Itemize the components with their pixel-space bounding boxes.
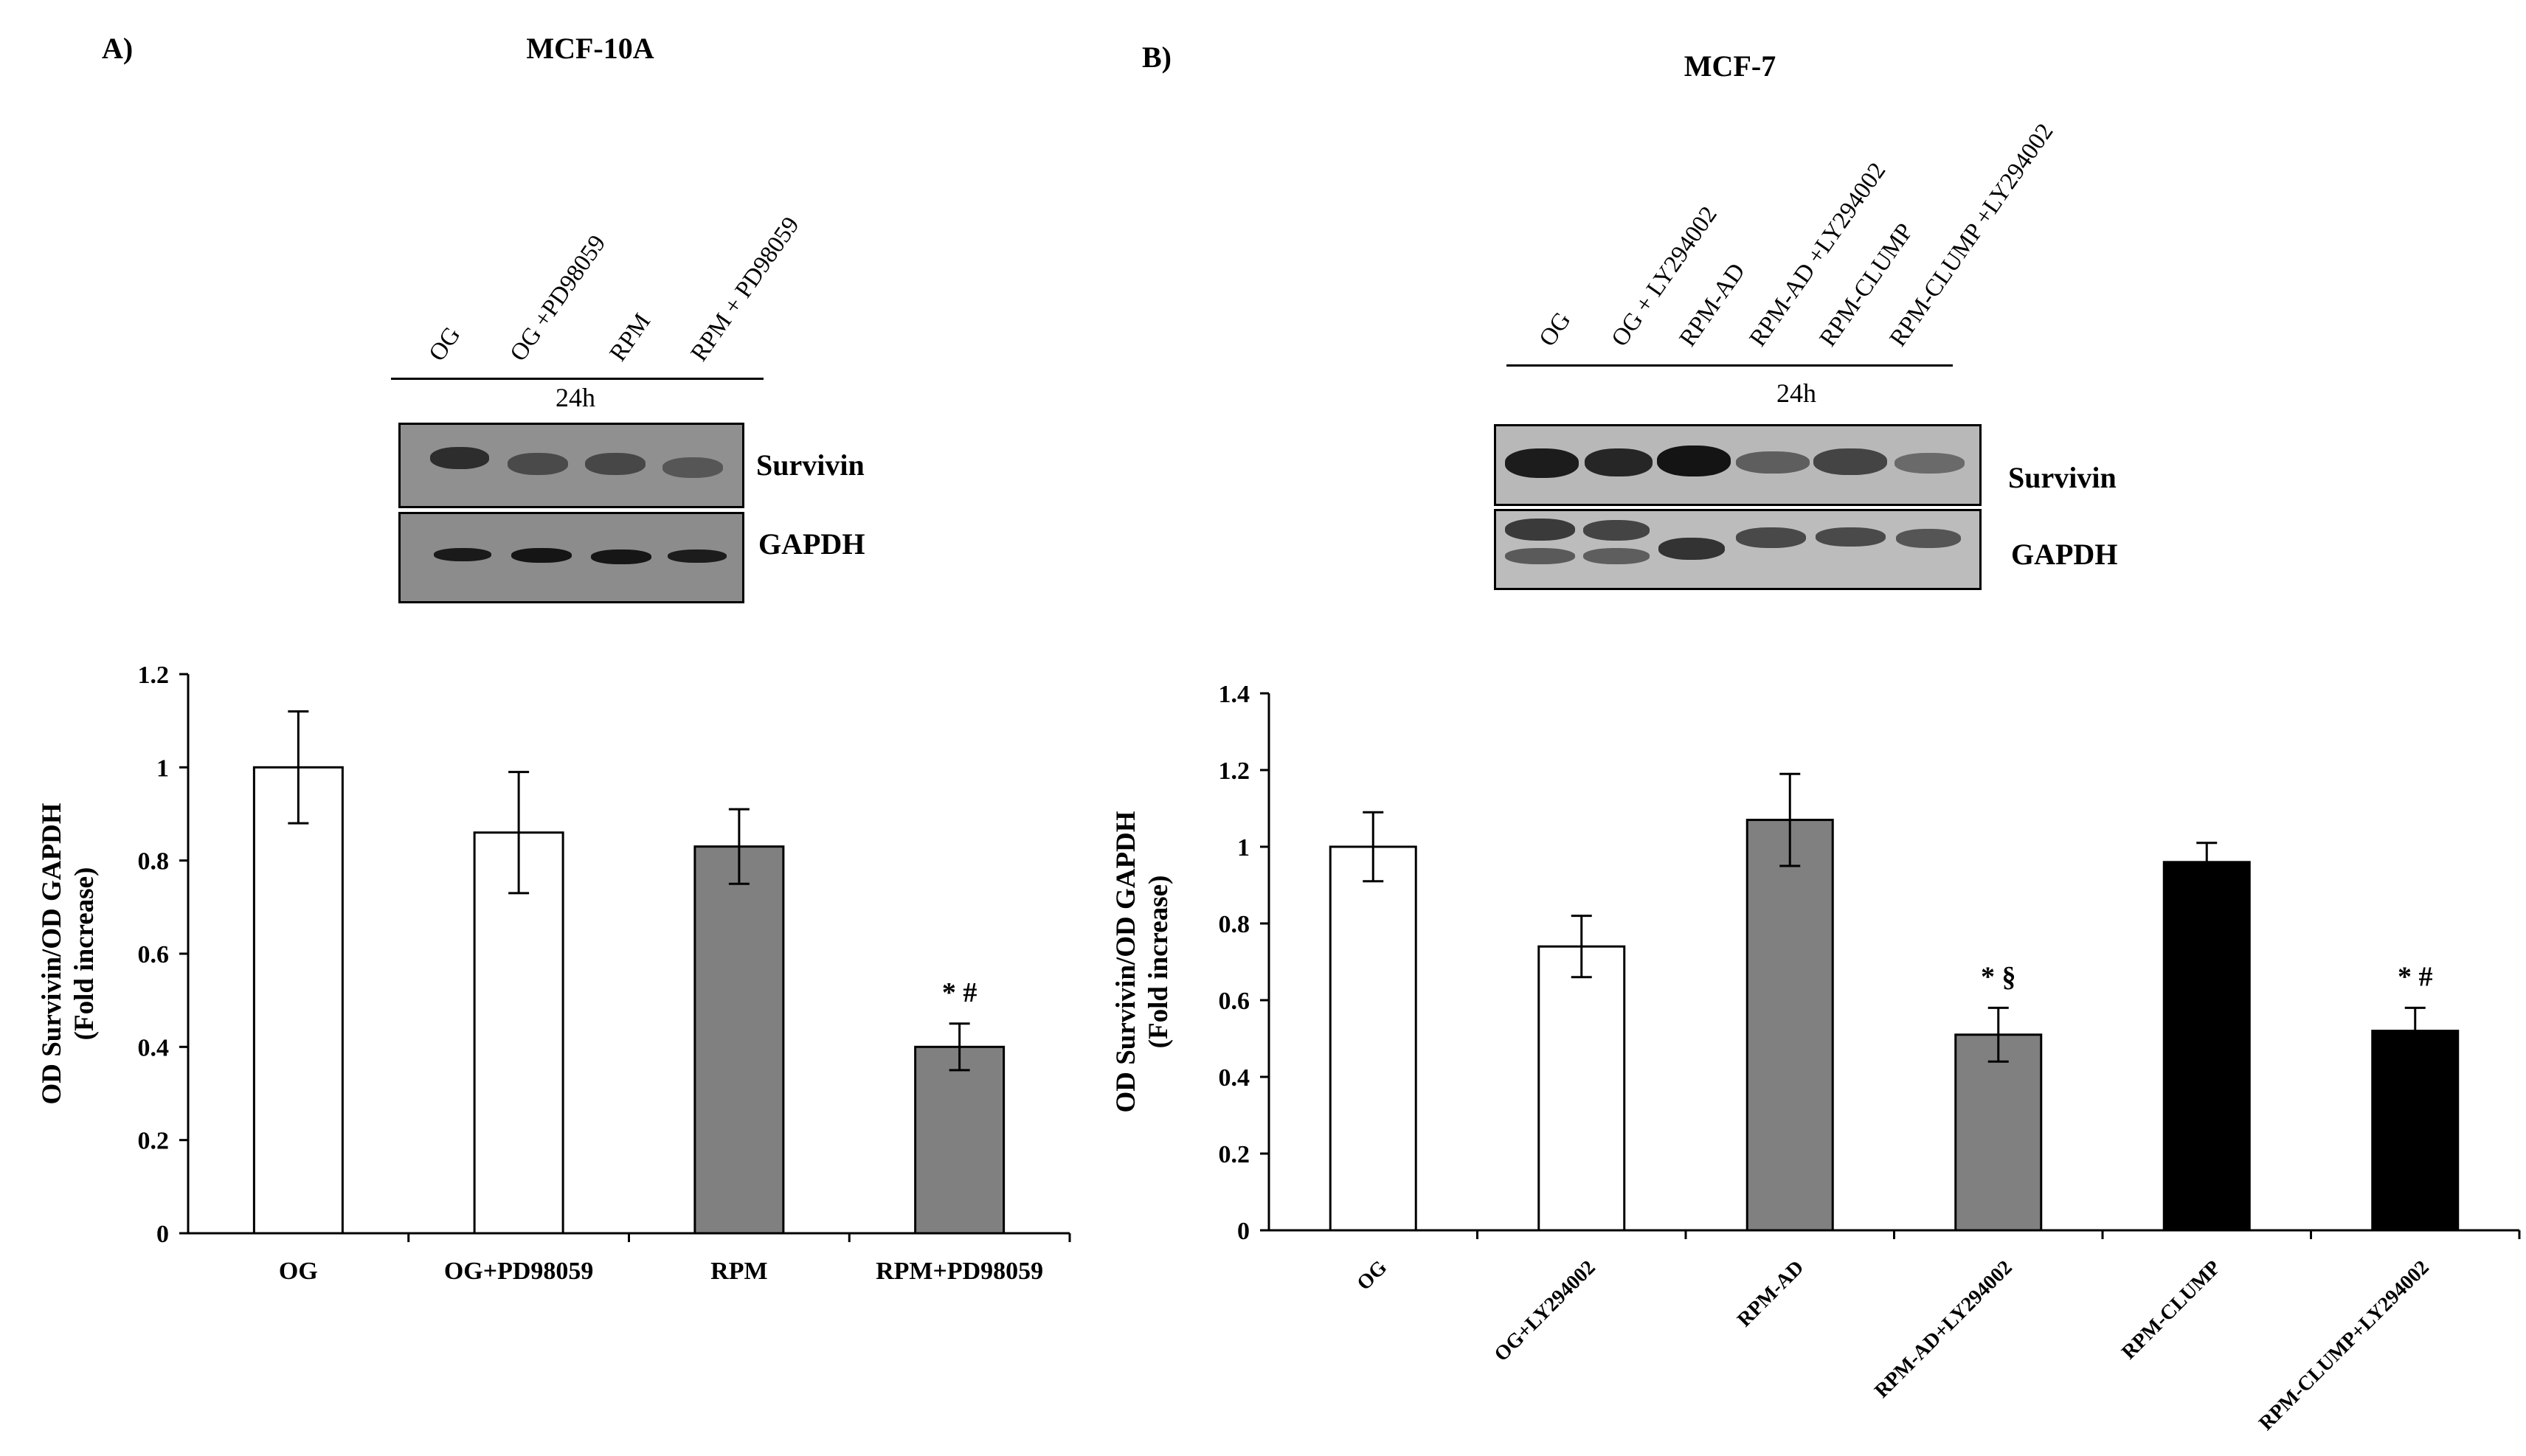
panel-b-letter: B) <box>1142 41 1172 74</box>
blot-band <box>1583 548 1650 564</box>
blot-band <box>1505 519 1575 541</box>
blot-band <box>1657 446 1731 476</box>
panel-a-survivin-blot <box>398 423 744 508</box>
x-tick-label: RPM+PD98059 <box>876 1258 1043 1285</box>
blot-band <box>1585 448 1653 476</box>
blot-band <box>511 548 572 563</box>
panel-a-cell-line-title: MCF-10A <box>526 32 654 65</box>
y-tick-label: 0.4 <box>1219 1064 1250 1092</box>
blot-band <box>1816 527 1886 547</box>
blot-band <box>1813 448 1887 475</box>
y-tick-label: 1 <box>156 755 169 782</box>
y-axis-label: OD Survivin/OD GAPDH <box>1111 811 1141 1112</box>
y-tick-label: 1.2 <box>1219 758 1250 785</box>
significance-annotation: * § <box>1981 961 2016 992</box>
x-tick-label: RPM-CLUMP <box>2117 1256 2225 1364</box>
bar <box>1329 845 1417 1232</box>
lane-label: RPM-AD <box>1674 258 1751 352</box>
panel-a-gapdh-label: GAPDH <box>758 527 865 561</box>
blot-band <box>434 548 491 561</box>
y-axis-label: OD Survivin/OD GAPDH <box>37 802 67 1104</box>
bar <box>1745 819 1834 1232</box>
x-tick-label: RPM-CLUMP+LY294002 <box>2255 1256 2434 1435</box>
y-tick-label: 0 <box>156 1221 169 1248</box>
y-axis-label-units: (Fold increase) <box>69 867 100 1041</box>
bar <box>1954 1033 2043 1232</box>
y-tick-label: 1 <box>1237 834 1250 862</box>
bar <box>252 766 344 1235</box>
x-tick-label: OG <box>279 1258 318 1285</box>
panel-a-letter: A) <box>102 32 134 65</box>
x-tick-label: OG+PD98059 <box>444 1258 594 1285</box>
panel-b-gapdh-blot <box>1494 509 1982 590</box>
panel-b-gapdh-label: GAPDH <box>2011 538 2118 571</box>
panel-a-gapdh-blot <box>398 512 744 603</box>
blot-band <box>1658 538 1725 560</box>
bar <box>473 831 564 1235</box>
lane-label: OG +PD98059 <box>505 230 612 367</box>
blot-band <box>1583 520 1650 541</box>
blot-band <box>1896 529 1961 548</box>
blot-band <box>1894 453 1965 474</box>
blot-band <box>591 550 651 564</box>
blot-band <box>1505 548 1575 564</box>
y-tick-label: 0.8 <box>138 848 170 876</box>
y-tick-label: 0.2 <box>138 1128 170 1155</box>
lane-label: RPM + PD98059 <box>685 212 805 367</box>
bar <box>1537 945 1626 1232</box>
panel-a-survivin-label: Survivin <box>756 448 865 482</box>
blot-band <box>668 550 727 563</box>
y-axis-label-units: (Fold increase) <box>1143 876 1174 1049</box>
panel-b-cell-line-title: MCF-7 <box>1684 49 1776 83</box>
y-tick-label: 0 <box>1237 1218 1250 1245</box>
blot-band <box>508 453 568 475</box>
x-tick-label: RPM-AD <box>1733 1256 1808 1331</box>
x-tick-label: OG+LY294002 <box>1490 1256 1600 1366</box>
blot-band <box>1505 448 1579 478</box>
panel-a-bar-chart: 0 0.2 0.4 0.6 0.8 1 1.2 OD Survivin/OD GAPDH (Fo… <box>37 662 1071 1285</box>
x-tick-label: RPM <box>710 1258 767 1285</box>
lane-label: OG <box>423 322 466 367</box>
bar <box>2371 1030 2460 1232</box>
blot-band <box>662 457 723 478</box>
y-tick-label: 0.6 <box>1219 988 1250 1015</box>
x-tick-label: OG <box>1352 1256 1391 1295</box>
panel-a-time-label: 24h <box>556 383 595 412</box>
x-tick-label: RPM-AD+LY294002 <box>1870 1256 2017 1403</box>
blot-band <box>585 453 646 475</box>
lane-label: RPM-AD +LY294002 <box>1744 158 1892 352</box>
y-tick-label: 0.2 <box>1219 1141 1250 1168</box>
significance-annotation: * # <box>2398 961 2433 992</box>
blot-band <box>1736 527 1806 548</box>
panel-a-lane-divider <box>391 378 764 380</box>
y-tick-label: 1.4 <box>1219 681 1250 708</box>
blot-band <box>430 447 489 469</box>
bar <box>2162 861 2251 1232</box>
panel-b-survivin-label: Survivin <box>2008 461 2117 494</box>
lane-label: OG <box>1534 307 1577 352</box>
bar <box>914 1045 1006 1235</box>
y-tick-label: 0.8 <box>1219 911 1250 938</box>
blot-band <box>1736 451 1810 474</box>
bar <box>693 845 785 1235</box>
panel-b-bar-chart: 0 0.2 0.4 0.6 0.8 1 1.2 1.4 OD Survivin/OD GAPDH… <box>1111 681 2521 1435</box>
y-tick-label: 0.4 <box>138 1034 170 1061</box>
panel-b-time-label: 24h <box>1776 378 1816 408</box>
lane-label: RPM <box>604 308 657 367</box>
panel-b-survivin-blot <box>1494 424 1982 506</box>
significance-annotation: * # <box>942 977 977 1008</box>
y-tick-label: 0.6 <box>138 941 170 968</box>
y-tick-label: 1.2 <box>138 662 170 689</box>
panel-b-lane-divider <box>1506 364 1953 367</box>
